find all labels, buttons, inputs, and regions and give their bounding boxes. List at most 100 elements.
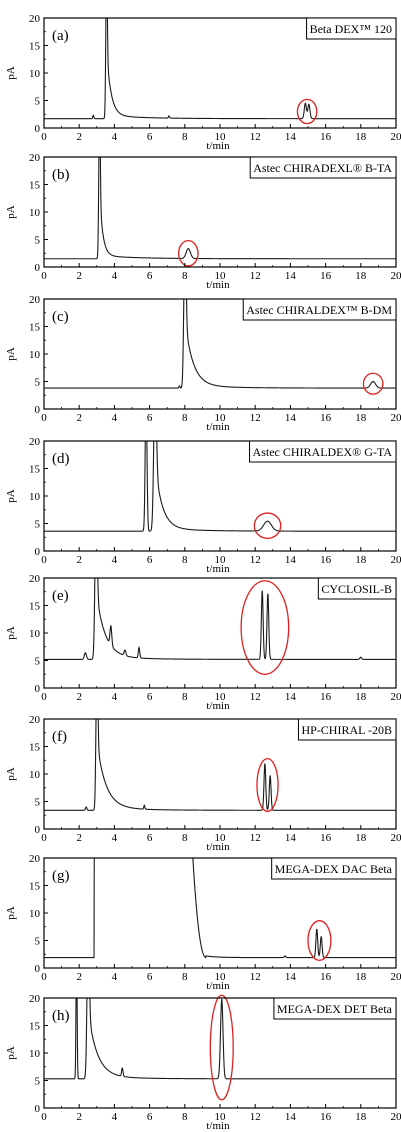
y-tick-label: 20 (29, 436, 41, 448)
y-tick-label: 15 (29, 881, 41, 893)
panel-f: 0 5 10 15 20 0 2 4 6 8 10 12 14 16 18 20 t/min pA (f) HP-CH… (5, 714, 401, 853)
x-axis-label: t/min (206, 1120, 230, 1132)
y-tick-label: 5 (35, 235, 41, 247)
x-tick-label: 4 (112, 412, 118, 424)
chromatogram-trace (44, 441, 396, 532)
y-axis-label: pA (5, 906, 17, 920)
panel-label: (a) (52, 28, 69, 44)
x-tick-label: 12 (250, 554, 261, 566)
y-axis-label: pA (5, 347, 17, 361)
x-tick-label: 12 (250, 691, 261, 703)
x-tick-label: 18 (355, 412, 367, 424)
x-tick-label: 6 (147, 971, 153, 983)
x-tick-label: 0 (41, 691, 47, 703)
x-tick-label: 10 (215, 554, 227, 566)
x-tick-label: 2 (76, 554, 82, 566)
x-tick-label: 16 (320, 971, 332, 983)
x-tick-label: 6 (147, 832, 153, 844)
column-name: MEGA-DEX DAC Beta (275, 862, 393, 876)
y-tick-label: 20 (29, 13, 41, 25)
x-tick-label: 14 (285, 412, 297, 424)
y-tick-label: 5 (35, 1076, 41, 1088)
x-tick-label: 16 (320, 270, 332, 282)
column-name-box (249, 440, 397, 463)
x-tick-label: 14 (285, 971, 297, 983)
x-tick-label: 12 (250, 270, 261, 282)
y-tick-label: 5 (35, 797, 41, 809)
panel-label: (f) (52, 729, 67, 745)
x-tick-label: 8 (182, 971, 188, 983)
x-tick-label: 20 (391, 270, 401, 282)
x-tick-label: 16 (320, 412, 332, 424)
x-tick-label: 8 (182, 131, 188, 143)
y-axis-label: pA (5, 66, 17, 80)
x-tick-label: 16 (320, 691, 332, 703)
x-tick-label: 8 (182, 412, 188, 424)
x-tick-label: 0 (41, 270, 47, 282)
y-tick-label: 5 (35, 96, 41, 108)
x-tick-label: 10 (215, 691, 227, 703)
column-name-box (271, 857, 397, 880)
panel-a: 0 5 10 15 20 0 2 4 6 8 10 12 14 16 18 20 t/min pA (a) Beta … (5, 13, 401, 152)
x-tick-label: 2 (76, 1111, 82, 1123)
x-axis-label: t/min (206, 700, 230, 712)
x-tick-label: 18 (355, 1111, 367, 1123)
x-tick-label: 14 (285, 691, 297, 703)
x-tick-label: 4 (112, 832, 118, 844)
x-tick-label: 0 (41, 832, 47, 844)
x-tick-label: 14 (285, 131, 297, 143)
x-tick-label: 20 (391, 832, 401, 844)
column-name-box (317, 577, 397, 600)
x-tick-label: 18 (355, 691, 367, 703)
y-tick-label: 10 (29, 769, 41, 781)
highlight-circle (253, 512, 282, 539)
y-tick-label: 0 (35, 546, 41, 558)
x-tick-label: 18 (355, 971, 367, 983)
y-tick-label: 10 (29, 908, 41, 920)
chromatogram-trace (44, 578, 396, 660)
chromatogram-trace (44, 998, 396, 1080)
column-name: MEGA-DEX DET Beta (277, 1002, 393, 1016)
y-tick-label: 20 (29, 714, 41, 726)
y-tick-label: 20 (29, 993, 41, 1005)
x-tick-label: 14 (285, 1111, 297, 1123)
y-tick-label: 15 (29, 180, 41, 192)
x-tick-label: 6 (147, 270, 153, 282)
y-tick-label: 10 (29, 207, 41, 219)
y-tick-label: 0 (35, 404, 41, 416)
y-tick-label: 15 (29, 742, 41, 754)
chromatogram-trace (44, 858, 396, 959)
panel-label: (h) (52, 1008, 70, 1024)
highlight-circle (209, 994, 234, 1101)
x-tick-label: 8 (182, 691, 188, 703)
y-axis-label: pA (5, 767, 17, 781)
x-tick-label: 6 (147, 131, 153, 143)
column-name: HP-CHIRAL -20B (301, 723, 392, 737)
column-name: Astec CHIRALDEX® G-TA (253, 445, 393, 459)
column-name: Astec CHIRALDEX™ B-DM (246, 303, 392, 317)
column-name-box (273, 997, 397, 1020)
panel-b: 0 5 10 15 20 0 2 4 6 8 10 12 14 16 18 20 t/min pA (b) Astec… (5, 152, 401, 291)
x-tick-label: 10 (215, 270, 227, 282)
highlight-circle (307, 920, 332, 961)
y-tick-label: 5 (35, 656, 41, 668)
y-tick-label: 15 (29, 464, 41, 476)
y-tick-label: 20 (29, 853, 41, 865)
x-tick-label: 18 (355, 554, 367, 566)
panel-label: (g) (52, 868, 70, 884)
x-tick-label: 20 (391, 971, 401, 983)
x-tick-label: 16 (320, 131, 332, 143)
column-name-box (249, 156, 397, 179)
x-axis-label: t/min (206, 563, 230, 575)
x-tick-label: 20 (391, 1111, 401, 1123)
x-tick-label: 10 (215, 832, 227, 844)
x-tick-label: 10 (215, 1111, 227, 1123)
y-tick-label: 10 (29, 491, 41, 503)
x-tick-label: 16 (320, 1111, 332, 1123)
y-tick-label: 5 (35, 936, 41, 948)
y-tick-label: 15 (29, 601, 41, 613)
y-tick-label: 0 (35, 683, 41, 695)
column-name: Beta DEX™ 120 (310, 22, 392, 36)
y-tick-label: 5 (35, 519, 41, 531)
x-tick-label: 4 (112, 554, 118, 566)
